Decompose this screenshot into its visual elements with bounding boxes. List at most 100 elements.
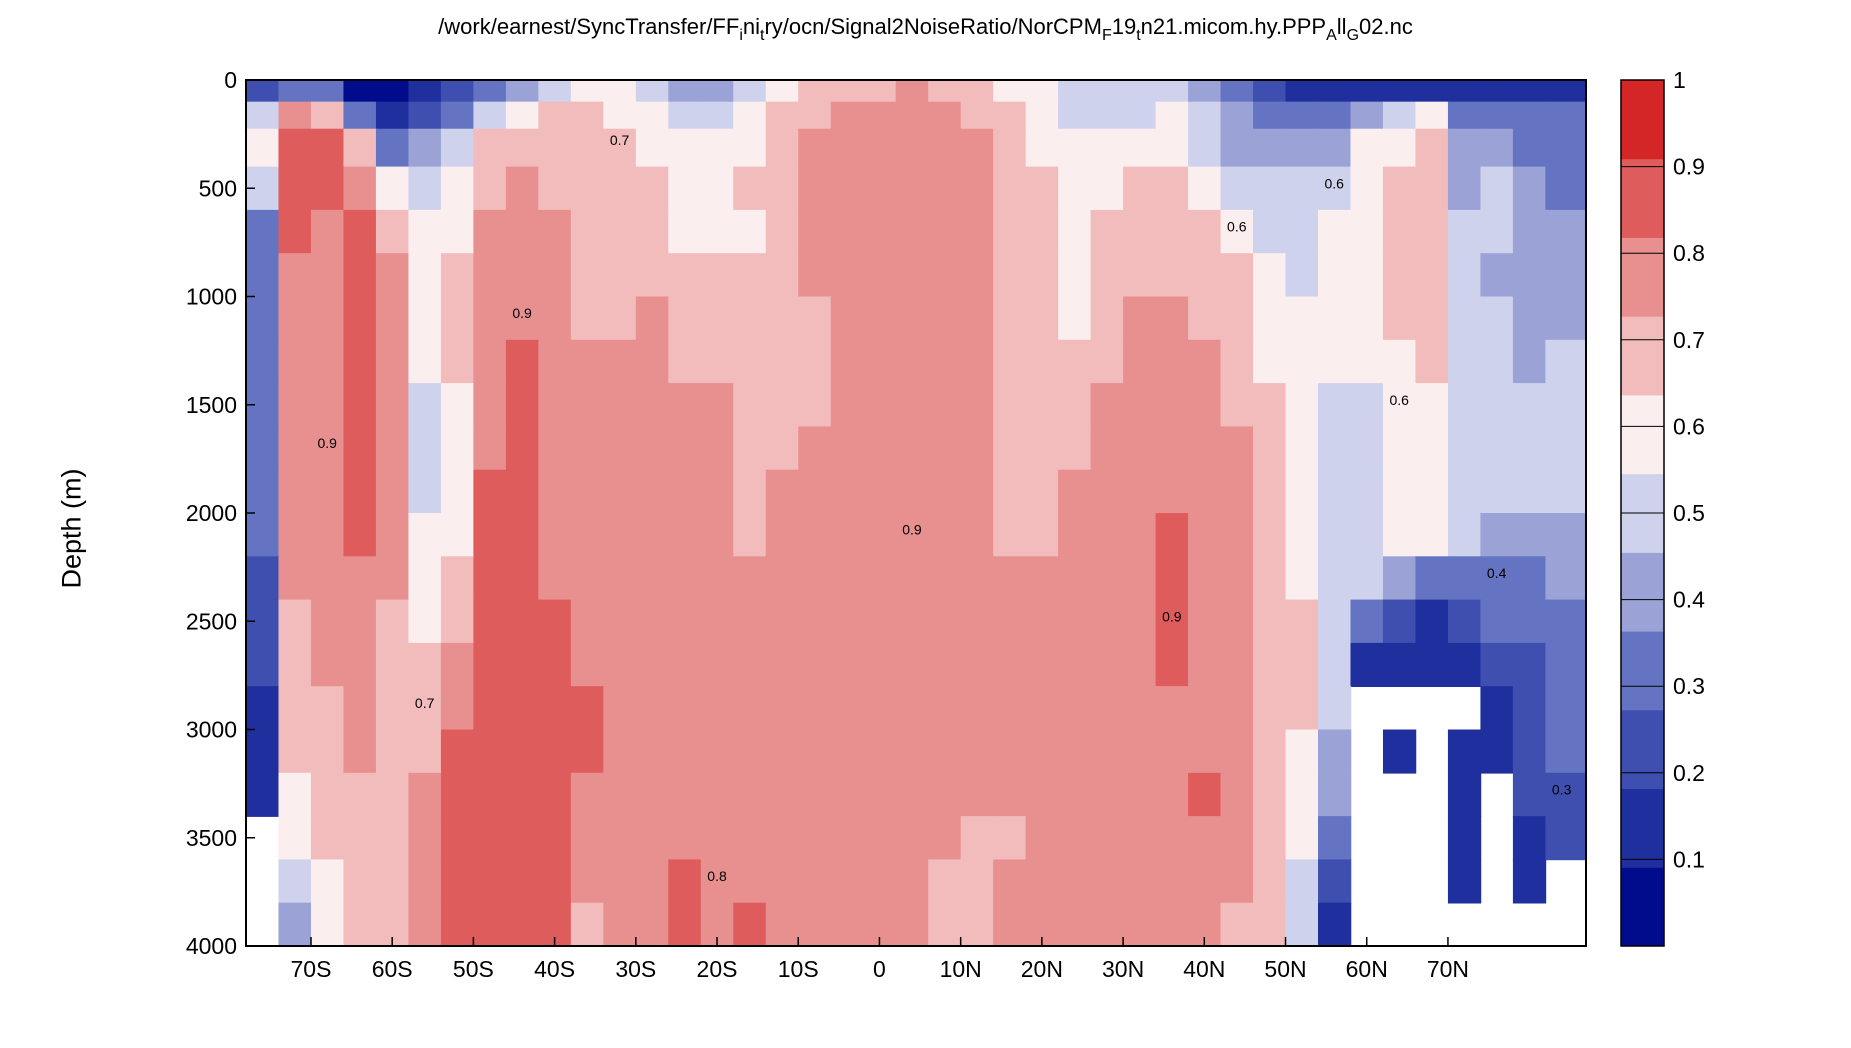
heatmap-cell [343, 426, 377, 471]
heatmap-cell [733, 686, 767, 731]
heatmap-cell [408, 128, 442, 168]
heatmap-cell [1350, 556, 1384, 601]
heatmap-cell [310, 166, 345, 211]
heatmap-cell [1545, 513, 1586, 558]
heatmap-cell [375, 816, 410, 861]
heatmap-cell [505, 128, 540, 168]
heatmap-cell [278, 859, 312, 904]
heatmap-cell [863, 686, 897, 731]
heatmap-cell [1090, 426, 1124, 471]
heatmap-cell [505, 556, 540, 601]
heatmap-cell [505, 599, 540, 644]
heatmap-cell [278, 686, 312, 731]
heatmap-cell [1318, 902, 1352, 946]
heatmap-cell [1253, 772, 1287, 817]
heatmap-cell [700, 772, 735, 817]
heatmap-cell [570, 339, 605, 384]
heatmap-cell [246, 686, 280, 731]
heatmap-cell [1155, 469, 1189, 514]
x-tick-label: 70S [291, 956, 332, 982]
heatmap-cell [798, 772, 832, 817]
heatmap-cell [1025, 729, 1059, 774]
heatmap-cell [668, 686, 702, 731]
heatmap-cell [1155, 101, 1189, 130]
heatmap-cell [700, 816, 735, 861]
heatmap-cell [1318, 80, 1352, 103]
heatmap-cell [830, 816, 865, 861]
heatmap-cell [1090, 513, 1124, 558]
heatmap-cell [798, 729, 832, 774]
heatmap-cell [538, 599, 572, 644]
heatmap-cell [1447, 729, 1482, 774]
heatmap-cell [1058, 253, 1092, 298]
heatmap-cell [895, 772, 929, 817]
heatmap-cell [505, 859, 540, 904]
heatmap-cell [570, 513, 605, 558]
heatmap-cell [375, 513, 410, 558]
heatmap-cell [960, 599, 994, 644]
heatmap-cell [668, 599, 702, 644]
y-tick-label: 1500 [186, 392, 237, 418]
heatmap-cell [1545, 166, 1586, 211]
heatmap-cell [993, 729, 1027, 774]
heatmap-cell [505, 80, 540, 103]
heatmap-cell [863, 253, 897, 298]
heatmap-cell [603, 383, 637, 428]
heatmap-cell [765, 209, 800, 254]
heatmap-cell [278, 513, 312, 558]
heatmap-cell [1188, 128, 1222, 168]
heatmap-cell [1285, 469, 1319, 514]
heatmap-cell [635, 253, 670, 298]
heatmap-cell [310, 556, 345, 601]
heatmap-cell [1220, 383, 1254, 428]
title-segment: t [1136, 27, 1141, 44]
x-tick-label: 0 [873, 956, 886, 982]
heatmap-cell [1318, 513, 1352, 558]
heatmap-cell [928, 80, 962, 103]
heatmap-cell [505, 253, 540, 298]
heatmap-cell [700, 686, 735, 731]
heatmap-cell [1447, 296, 1482, 341]
heatmap-cell [895, 469, 929, 514]
heatmap-cell [895, 166, 929, 211]
heatmap-cell [700, 209, 735, 254]
x-tick-label: 40N [1183, 956, 1225, 982]
colorbar-swatch [1621, 394, 1664, 475]
heatmap-cell [1253, 513, 1287, 558]
heatmap-cell [1285, 339, 1319, 384]
heatmap-cell [1285, 383, 1319, 428]
heatmap-cell [1318, 128, 1352, 168]
heatmap-cell [1025, 101, 1059, 130]
heatmap-cell [1123, 772, 1157, 817]
heatmap-cell [408, 686, 442, 731]
heatmap-cell [1025, 469, 1059, 514]
heatmap-cell [1382, 209, 1417, 254]
heatmap-cell [1285, 556, 1319, 601]
heatmap-cell [310, 383, 345, 428]
heatmap-cell [473, 772, 507, 817]
heatmap-cell [1447, 339, 1482, 384]
heatmap-cell [1220, 166, 1254, 211]
heatmap-cell [1058, 729, 1092, 774]
heatmap-cell [895, 556, 929, 601]
contour-label: 0.6 [1325, 175, 1345, 191]
heatmap-cell [1382, 339, 1417, 384]
heatmap-cell [1090, 816, 1124, 861]
heatmap-cell [1285, 253, 1319, 298]
heatmap-cell [1512, 426, 1547, 471]
heatmap-cell [408, 556, 442, 601]
heatmap-cell [1382, 729, 1417, 774]
heatmap-cell [668, 859, 702, 904]
heatmap-cell [668, 772, 702, 817]
title-segment: F [1101, 27, 1112, 44]
contour-labels: 0.7 0.6 0.9 0.9 0.9 0.9 0.7 0.3 0.8 0.6 0.6 0.4 [317, 132, 1571, 884]
heatmap-cell [1025, 599, 1059, 644]
heatmap-cell [1188, 383, 1222, 428]
heatmap-cell [1318, 296, 1352, 341]
heatmap-cell [1253, 426, 1287, 471]
heatmap-cell [538, 166, 572, 211]
heatmap-cell [895, 383, 929, 428]
heatmap-cell [375, 209, 410, 254]
heatmap-cell [1155, 729, 1189, 774]
heatmap-cell [635, 209, 670, 254]
